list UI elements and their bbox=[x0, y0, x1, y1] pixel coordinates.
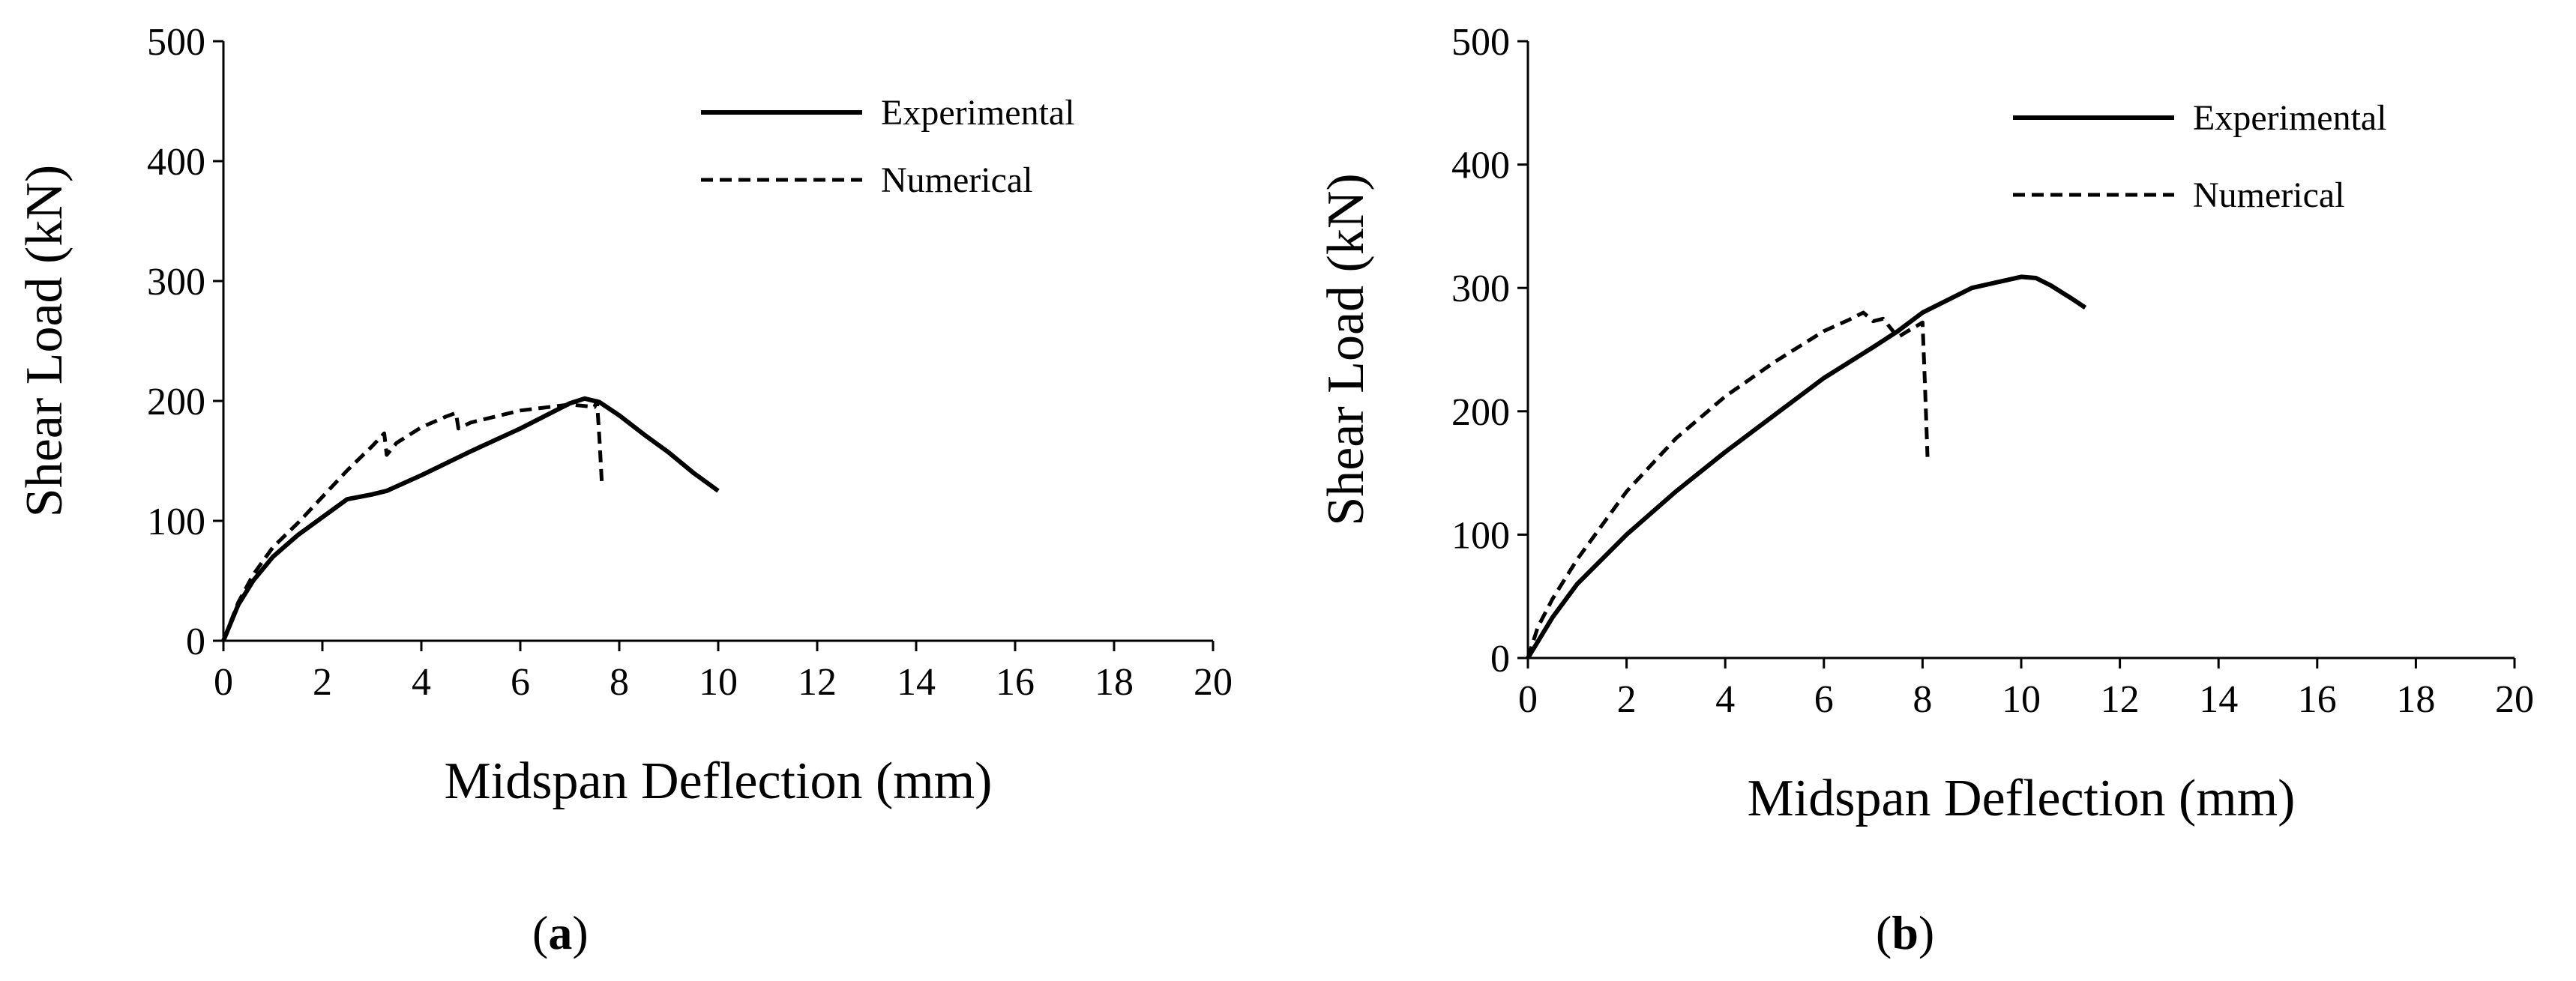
x-tick-label: 16 bbox=[2298, 678, 2337, 721]
panel-a: 0 100 200 300 400 500 0 2 4 6 8 10 12 14 16 18 20 Midspan… bbox=[16, 21, 1233, 961]
x-axis-title: Midspan Deflection (mm) bbox=[1748, 770, 2296, 827]
legend-label-experimental: Experimental bbox=[2193, 98, 2387, 138]
x-tick-label: 8 bbox=[1913, 678, 1932, 721]
y-tick-label: 500 bbox=[147, 21, 205, 64]
y-axis-title: Shear Load (kN) bbox=[16, 165, 73, 517]
y-tick-label: 200 bbox=[147, 381, 205, 423]
series-line-numerical bbox=[221, 399, 604, 642]
chart-b: 0 100 200 300 400 500 0 2 4 6 8 10 12 14 16 18 20 Midspan… bbox=[1317, 21, 2534, 827]
y-tick-label: 0 bbox=[1490, 638, 1510, 680]
caption-close: ) bbox=[572, 906, 589, 959]
series-line-numerical bbox=[1526, 310, 1930, 659]
x-tick-label: 2 bbox=[313, 661, 332, 704]
y-tick-label: 400 bbox=[1451, 145, 1510, 187]
x-tick-label: 20 bbox=[1194, 661, 1233, 704]
panel-b: 0 100 200 300 400 500 0 2 4 6 8 10 12 14 16 18 20 Midspan… bbox=[1289, 0, 2576, 981]
x-tick-label: 10 bbox=[699, 661, 738, 704]
legend-label-experimental: Experimental bbox=[881, 93, 1075, 133]
legend-label-numerical: Numerical bbox=[881, 160, 1033, 200]
caption-label: b bbox=[1892, 906, 1919, 959]
x-tick-label: 10 bbox=[2002, 678, 2041, 721]
y-tick-label: 300 bbox=[147, 261, 205, 304]
y-tick-label: 500 bbox=[1451, 21, 1510, 64]
series-line-experimental bbox=[221, 396, 720, 642]
y-tick-label: 400 bbox=[147, 141, 205, 184]
series-line-experimental bbox=[1526, 274, 2087, 659]
y-axis-title: Shear Load (kN) bbox=[1317, 173, 1375, 525]
legend-label-numerical: Numerical bbox=[2193, 175, 2345, 215]
x-tick-label: 6 bbox=[1814, 678, 1834, 721]
x-tick-label: 20 bbox=[2495, 678, 2534, 721]
x-tick-label: 4 bbox=[1715, 678, 1735, 721]
x-tick-label: 2 bbox=[1617, 678, 1637, 721]
caption-close: ) bbox=[1918, 906, 1935, 959]
caption-label: a bbox=[548, 906, 573, 959]
x-tick-label: 18 bbox=[1095, 661, 1134, 704]
chart-a: 0 100 200 300 400 500 0 2 4 6 8 10 12 14 16 18 20 Midspan… bbox=[16, 21, 1233, 810]
caption-open: ( bbox=[1876, 906, 1892, 959]
x-tick-label: 0 bbox=[1518, 678, 1538, 721]
x-tick-label: 6 bbox=[511, 661, 530, 704]
x-tick-label: 14 bbox=[2199, 678, 2238, 721]
x-tick-label: 12 bbox=[2101, 678, 2140, 721]
x-tick-label: 16 bbox=[996, 661, 1035, 704]
x-tick-label: 14 bbox=[897, 661, 936, 704]
x-tick-label: 0 bbox=[214, 661, 233, 704]
x-axis-title: Midspan Deflection (mm) bbox=[445, 752, 993, 810]
caption-a: (a) bbox=[532, 905, 589, 961]
x-tick-label: 18 bbox=[2396, 678, 2435, 721]
caption-open: ( bbox=[532, 906, 549, 959]
y-tick-label: 100 bbox=[147, 501, 205, 543]
x-tick-label: 4 bbox=[412, 661, 431, 704]
y-tick-label: 100 bbox=[1451, 514, 1510, 557]
y-tick-label: 0 bbox=[186, 621, 205, 663]
x-tick-label: 12 bbox=[798, 661, 837, 704]
caption-b: (b) bbox=[1876, 905, 1934, 961]
y-tick-label: 200 bbox=[1451, 391, 1510, 434]
x-tick-label: 8 bbox=[610, 661, 629, 704]
y-tick-label: 300 bbox=[1451, 268, 1510, 310]
